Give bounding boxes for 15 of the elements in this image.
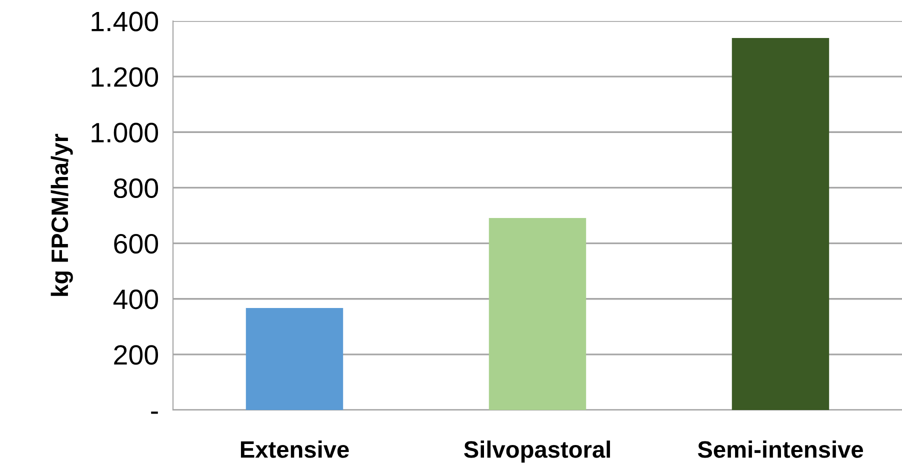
y-tick-label: 1.400: [92, 12, 158, 32]
y-tick-label: 1.200: [92, 67, 158, 87]
x-tick-label: Semi-intensive: [698, 440, 864, 458]
y-tick-label: -: [151, 412, 158, 414]
y-tick-label: 1.000: [92, 122, 158, 142]
bar: [732, 38, 830, 410]
x-tick-label: Silvopastoral: [464, 440, 610, 463]
y-tick-label: 200: [114, 345, 158, 365]
y-tick-label: 400: [113, 290, 158, 310]
y-axis-title: kg FPCM/ha/yr: [50, 134, 73, 296]
y-tick-label: 600: [114, 234, 158, 254]
y-tick-label: 800: [114, 178, 158, 198]
x-tick-label: Extensive: [240, 440, 349, 458]
bar: [246, 308, 344, 410]
bar: [488, 218, 586, 410]
